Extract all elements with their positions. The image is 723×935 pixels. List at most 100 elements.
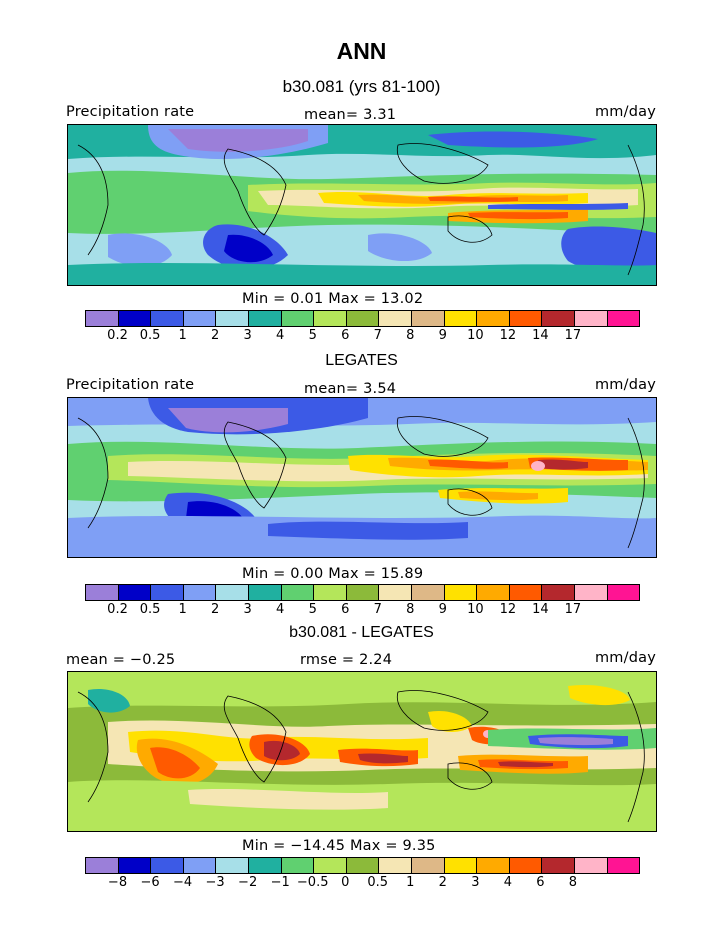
colorbar-tick-label: 12 [499,602,517,617]
colorbar-swatch [477,311,510,326]
colorbar-swatch [574,585,608,600]
colorbar-tick-label: 0.5 [367,875,389,890]
colorbar-tick-label: 8 [406,602,415,617]
colorbar-tick-label: 12 [499,328,517,343]
colorbar-swatch [314,585,347,600]
colorbar-swatch [542,585,575,600]
panel-2-units: mm/day [594,377,656,393]
colorbar-swatch [86,585,119,600]
panel-3-colorbar [85,857,640,874]
colorbar-tick-label: −6 [140,875,160,890]
panel-1-minmax: Min = 0.01 Max = 13.02 [242,291,424,307]
panel-1-title: b30.081 (yrs 81-100) [282,77,441,96]
colorbar-swatch [411,585,445,600]
colorbar-tick-label: 14 [532,328,549,343]
colorbar-tick-label: 1 [178,602,187,617]
colorbar-swatch [477,858,510,873]
colorbar-swatch [183,858,217,873]
colorbar-swatch [118,311,152,326]
colorbar-tick-label: 1 [406,875,415,890]
colorbar-swatch [314,858,347,873]
colorbar-tick-label: 17 [564,328,582,343]
panel-3-title: b30.081 - LEGATES [289,624,434,641]
colorbar-tick-label: 1 [178,328,187,343]
colorbar-tick-label: 0.5 [139,328,161,343]
colorbar-swatch [216,311,249,326]
colorbar-tick-label: 0 [341,875,350,890]
colorbar-swatch [379,311,412,326]
colorbar-swatch [346,585,380,600]
colorbar-tick-label: 3 [243,602,252,617]
colorbar-tick-label: 17 [564,602,582,617]
panel-2-colorbar [85,584,640,601]
colorbar-swatch [444,311,478,326]
colorbar-swatch [607,311,640,326]
colorbar-swatch [542,858,575,873]
panel-3-map [67,671,657,832]
colorbar-swatch [509,585,543,600]
colorbar-swatch [281,311,315,326]
panel-3-rmse: rmse = 2.24 [300,652,393,668]
colorbar-tick-label: 9 [438,328,447,343]
colorbar-swatch [151,585,184,600]
colorbar-swatch [281,585,315,600]
colorbar-tick-label: −1 [270,875,290,890]
colorbar-swatch [574,858,608,873]
colorbar-swatch [151,858,184,873]
colorbar-swatch [411,858,445,873]
colorbar-tick-label: 3 [471,875,480,890]
figure-title: ANN [336,38,387,64]
colorbar-tick-label: 10 [467,602,484,617]
colorbar-swatch [118,858,152,873]
panel-1-map [67,124,657,286]
colorbar-tick-label: 6 [341,602,350,617]
colorbar-swatch [248,585,282,600]
colorbar-swatch [346,311,380,326]
colorbar-tick-label: 8 [568,875,578,890]
colorbar-swatch [346,858,380,873]
colorbar-tick-label: 0.2 [107,602,128,617]
colorbar-swatch [379,585,412,600]
colorbar-tick-label: −2 [238,875,258,890]
colorbar-swatch [314,311,347,326]
colorbar-swatch [509,858,543,873]
colorbar-swatch [444,858,478,873]
panel-3-mean: mean = −0.25 [66,652,176,668]
panel-1-field-label: Precipitation rate [66,104,195,120]
colorbar-tick-label: 5 [308,328,317,343]
colorbar-tick-label: 9 [438,602,447,617]
colorbar-tick-label: 2 [438,875,447,890]
colorbar-swatch [248,311,282,326]
colorbar-tick-label: 14 [532,602,549,617]
colorbar-swatch [248,858,282,873]
colorbar-tick-label: 4 [276,328,285,343]
colorbar-swatch [607,585,640,600]
colorbar-swatch [151,311,184,326]
colorbar-swatch [379,858,412,873]
colorbar-tick-label: 2 [210,328,220,343]
colorbar-swatch [86,311,119,326]
colorbar-tick-label: 4 [503,875,513,890]
colorbar-tick-label: 7 [373,328,382,343]
colorbar-swatch [542,311,575,326]
panel-3-units: mm/day [594,650,656,666]
colorbar-tick-label: −8 [107,875,128,890]
panel-2-field-label: Precipitation rate [66,377,195,393]
colorbar-swatch [509,311,543,326]
colorbar-swatch [183,311,217,326]
colorbar-swatch [574,311,608,326]
colorbar-tick-label: 2 [210,602,220,617]
colorbar-tick-label: 7 [373,602,382,617]
colorbar-swatch [607,858,640,873]
colorbar-tick-label: −0.5 [296,875,329,890]
colorbar-swatch [118,585,152,600]
panel-1-colorbar [85,310,640,327]
colorbar-swatch [86,858,119,873]
colorbar-tick-label: 10 [467,328,484,343]
colorbar-tick-label: 0.5 [139,602,161,617]
colorbar-tick-label: 4 [276,602,285,617]
colorbar-tick-label: −4 [172,875,193,890]
colorbar-tick-label: 6 [536,875,545,890]
panel-2-mean: mean= 3.54 [304,381,397,397]
colorbar-swatch [411,311,445,326]
